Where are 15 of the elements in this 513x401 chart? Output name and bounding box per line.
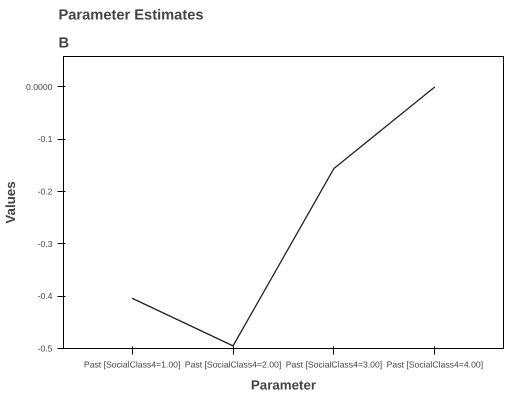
y-tick-label: -0.5	[38, 344, 53, 354]
line-series	[131, 86, 436, 347]
x-tick-label: Past [SocialClass4=2.00]	[184, 360, 282, 370]
chart-title: Parameter Estimates	[58, 8, 204, 24]
x-tick-label: Past [SocialClass4=1.00]	[84, 360, 180, 370]
x-tick-label: Past [SocialClass4=3.00]	[286, 360, 382, 370]
x-axis-title: Parameter	[250, 378, 316, 392]
y-tick-label: -0.4	[38, 291, 53, 302]
y-tick-label: -0.1	[38, 134, 53, 144]
x-tick-label: Past [SocialClass4=4.00]	[386, 360, 484, 370]
chart-subtitle: B	[58, 36, 70, 52]
y-tick-label: -0.2	[38, 186, 53, 197]
y-tick-label: -0.3	[38, 238, 53, 249]
y-tick-label: 0.0000	[26, 82, 53, 92]
y-axis-title: Values	[3, 181, 18, 224]
